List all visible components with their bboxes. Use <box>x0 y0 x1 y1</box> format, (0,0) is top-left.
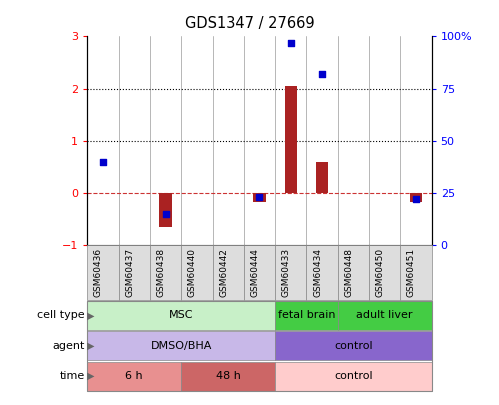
Text: control: control <box>334 371 373 381</box>
Point <box>255 194 263 200</box>
Text: MSC: MSC <box>169 311 194 320</box>
Text: GSM60433: GSM60433 <box>282 248 291 297</box>
Text: agent: agent <box>52 341 85 351</box>
Text: GSM60450: GSM60450 <box>376 248 385 297</box>
Point <box>318 71 326 77</box>
Text: GDS1347 / 27669: GDS1347 / 27669 <box>185 16 314 31</box>
Text: 48 h: 48 h <box>216 371 241 381</box>
Text: GSM60442: GSM60442 <box>219 248 228 297</box>
Text: GSM60437: GSM60437 <box>125 248 134 297</box>
Point <box>287 39 295 46</box>
Text: ▶: ▶ <box>87 341 95 351</box>
Bar <box>316 162 328 193</box>
Point <box>99 158 107 165</box>
Text: 6 h: 6 h <box>125 371 143 381</box>
Text: GSM60438: GSM60438 <box>157 248 166 297</box>
Text: ▶: ▶ <box>87 311 95 320</box>
Point <box>162 211 170 217</box>
Text: GSM60448: GSM60448 <box>344 248 353 297</box>
Text: control: control <box>334 341 373 351</box>
Text: ▶: ▶ <box>87 371 95 381</box>
Text: time: time <box>59 371 85 381</box>
Text: fetal brain: fetal brain <box>277 311 335 320</box>
Text: cell type: cell type <box>37 311 85 320</box>
Text: GSM60440: GSM60440 <box>188 248 197 297</box>
Text: GSM60434: GSM60434 <box>313 248 322 297</box>
Point <box>412 196 420 202</box>
Bar <box>410 193 422 202</box>
Text: DMSO/BHA: DMSO/BHA <box>151 341 212 351</box>
Bar <box>284 86 297 193</box>
Text: adult liver: adult liver <box>356 311 413 320</box>
Text: GSM60444: GSM60444 <box>250 248 259 297</box>
Text: GSM60451: GSM60451 <box>407 248 416 297</box>
Text: GSM60436: GSM60436 <box>94 248 103 297</box>
Bar <box>253 193 266 202</box>
Bar <box>159 193 172 227</box>
